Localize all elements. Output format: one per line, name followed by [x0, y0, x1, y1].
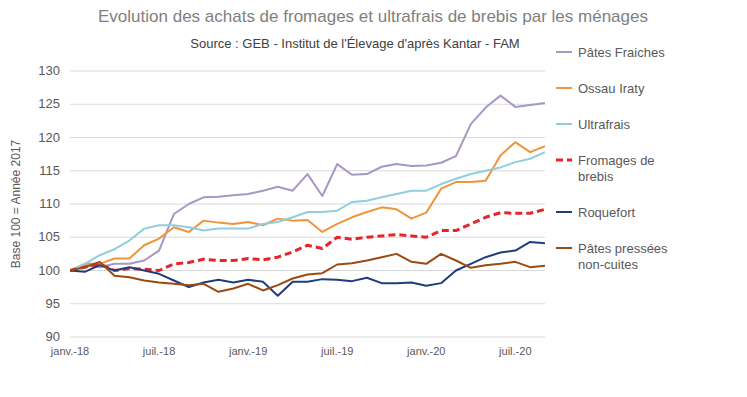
series-line	[70, 209, 545, 270]
series-line	[70, 254, 545, 292]
series-line	[70, 242, 545, 296]
y-tick-label: 130	[38, 63, 60, 78]
grid-line	[70, 170, 545, 171]
legend-label: Ossau Iraty	[578, 81, 645, 96]
legend-label: Fromages debrebis	[578, 153, 655, 184]
grid-line	[70, 303, 545, 304]
y-tick-label: 115	[39, 163, 60, 178]
x-tick-label: janv.-18	[50, 345, 89, 357]
legend-label: Ultrafrais	[578, 117, 631, 132]
grid-line	[70, 204, 545, 205]
title: Evolution des achats de fromages et ultr…	[98, 7, 648, 26]
legend-label: Roquefort	[578, 205, 635, 220]
series-line	[70, 152, 545, 270]
x-tick-label: janv.-19	[228, 345, 267, 357]
y-tick-label: 90	[46, 329, 60, 344]
legend: Pâtes Fraiches Ossau Iraty Ultrafrais Froma…	[556, 45, 668, 272]
plot-area	[70, 96, 545, 296]
subtitle: Source : GEB - Institut de l'Élevage d'a…	[190, 36, 519, 51]
x-tick-label: juil.-20	[498, 345, 531, 357]
legend-swatch	[556, 123, 572, 125]
legend-label: Pâtes Fraiches	[578, 45, 665, 60]
series-line	[70, 96, 545, 271]
y-tick-label: 100	[38, 263, 60, 278]
grid-line	[70, 337, 545, 338]
x-tick-label: juil.-18	[142, 345, 175, 357]
grid-line	[70, 71, 545, 72]
x-tick-label: juil.-19	[320, 345, 353, 357]
y-tick-label: 95	[46, 296, 60, 311]
grid-line	[70, 137, 545, 138]
y-tick-label: 110	[39, 196, 60, 211]
y-tick-label: 105	[38, 229, 60, 244]
y-tick-label: 120	[38, 130, 60, 145]
legend-swatch	[556, 247, 572, 249]
legend-swatch	[556, 211, 572, 213]
legend-label: Pâtes presséesnon-cuites	[578, 241, 668, 272]
legend-swatch	[556, 159, 572, 162]
grid-line	[70, 104, 545, 105]
y-tick-label: 125	[38, 96, 60, 111]
grid-line	[70, 237, 545, 238]
legend-swatch	[556, 51, 572, 53]
series-line	[70, 142, 545, 270]
legend-swatch	[556, 87, 572, 89]
chart: Evolution des achats de fromages et ultr…	[0, 0, 747, 397]
x-tick-label: janv.-20	[406, 345, 445, 357]
y-axis-label: Base 100 = Année 2017	[9, 139, 23, 268]
